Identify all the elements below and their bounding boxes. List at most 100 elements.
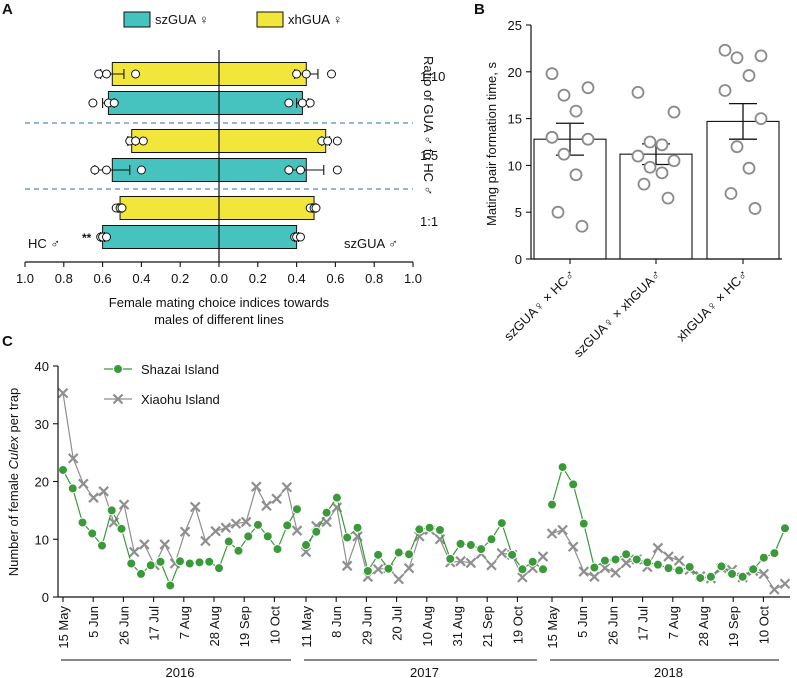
y-axis-title-c-part2: Culex	[6, 436, 21, 470]
y-tick-label-c-0: 0	[42, 590, 49, 605]
x-tick-label-c-2-1: 5 Jun	[575, 606, 590, 638]
x-tick-label-a-10: 1.0	[404, 271, 422, 286]
marker-1-2-7	[620, 557, 632, 569]
marker-0-1-21	[517, 564, 528, 575]
x-tick-label-a-8: 0.6	[326, 271, 344, 286]
marker-0-0-14	[194, 557, 205, 568]
point-right-g2-b1-2	[295, 232, 305, 242]
category-label-b-0: szGUA♀ × HC♂	[501, 267, 578, 344]
year-label-0: 2016	[166, 665, 195, 678]
marker-0-0-5	[106, 505, 117, 516]
x-tick-label-c-1-3: 20 Jul	[390, 606, 405, 641]
marker-1-0-3	[88, 492, 99, 503]
chart-b: Mating pair formation time, s 0 5 10 15 20 25…	[484, 18, 782, 360]
marker-0-1-17	[476, 544, 487, 555]
x-axis-title-a-line1: Female mating choice indices towards	[109, 295, 330, 310]
marker-0-0-6	[116, 523, 127, 534]
marker-1-0-12	[179, 526, 191, 538]
y-tick-label-b-2: 10	[508, 158, 522, 173]
marker-1-0-16	[220, 522, 232, 533]
point-right-g1-b1-1	[295, 165, 305, 175]
marker-0-1-6	[362, 566, 373, 577]
marker-0-2-6	[610, 554, 621, 565]
point-right-g0-b0-1	[301, 69, 311, 79]
y-tick-label-c-1: 10	[35, 532, 49, 547]
x-tick-label-c-1-7: 19 Oct	[510, 606, 525, 645]
marker-1-0-1	[67, 453, 79, 464]
marker-0-0-9	[145, 560, 156, 571]
x-tick-label-c-1-5: 31 Aug	[450, 606, 465, 647]
marker-0-0-23	[282, 520, 293, 531]
marker-1-0-7	[128, 546, 140, 558]
marker-1-0-8	[139, 539, 150, 550]
x-tick-label-c-0-7: 10 Oct	[267, 606, 282, 645]
point-b-1-2	[643, 135, 657, 149]
bar-g2-b0	[119, 196, 315, 220]
point-b-0-4	[545, 130, 559, 144]
x-tick-label-c-1-4: 10 Aug	[420, 606, 435, 647]
marker-0-0-10	[155, 556, 166, 567]
point-right-g1-b1-2	[332, 165, 342, 175]
legend-label-shazai: Shazai Island	[141, 362, 219, 377]
point-b-0-1	[581, 81, 595, 95]
marker-0-1-18	[486, 534, 497, 545]
x-tick-label-c-2-7: 10 Oct	[756, 606, 771, 645]
marker-0-2-11	[663, 563, 674, 574]
x-tick-label-c-1-6: 21 Sep	[480, 606, 495, 647]
x-tick-label-c-2-4: 7 Aug	[666, 606, 681, 639]
marker-0-1-10	[404, 549, 415, 560]
point-left-g1-b1-0	[90, 165, 100, 175]
legend-label-xiaohu: Xiaohu Island	[141, 392, 220, 407]
point-left-g1-b0-2	[138, 136, 148, 146]
point-b-0-7	[569, 168, 583, 182]
point-b-2-3	[742, 69, 756, 82]
point-right-g1-b1-0	[284, 165, 294, 175]
x-tick-label-a-7: 0.4	[288, 271, 306, 286]
point-b-2-4	[718, 84, 732, 97]
errorbar-b-2	[729, 102, 757, 140]
x-tick-label-c-0-1: 5 Jun	[86, 606, 101, 638]
point-right-g1-b0-2	[332, 136, 342, 146]
bar-b-0	[533, 138, 607, 260]
point-b-0-8	[551, 205, 565, 219]
x-tick-label-c-2-6: 19 Sep	[726, 606, 741, 647]
x-tick-label-c-0-0: 15 May	[56, 606, 71, 649]
bar-g0-b1	[107, 91, 303, 115]
marker-0-0-4	[97, 540, 107, 551]
marker-1-2-11	[663, 551, 674, 562]
marker-0-0-12	[175, 556, 185, 567]
point-b-2-8	[724, 187, 738, 200]
marker-0-1-13	[434, 525, 445, 536]
point-b-0-6	[557, 147, 571, 161]
y-axis-title-b: Mating pair formation time, s	[484, 62, 499, 227]
marker-0-0-8	[136, 568, 146, 579]
ratio-label-1-5: 1:5	[420, 148, 438, 163]
marker-0-2-13	[684, 561, 695, 572]
marker-0-0-18	[233, 545, 244, 556]
marker-1-2-1	[557, 524, 568, 536]
marker-0-2-9	[642, 557, 653, 568]
ratio-label-1-10: 1:10	[420, 69, 445, 84]
bar-b-1	[619, 153, 693, 260]
series-line-1-1	[305, 505, 544, 580]
y-axis-title-c-part3: per trap	[6, 388, 21, 436]
point-left-g2-b0-2	[117, 203, 127, 213]
chart-c: Number of female Culex per trap Shazai I…	[6, 359, 791, 678]
point-right-g0-b0-2	[327, 69, 337, 79]
marker-1-2-5	[599, 562, 611, 574]
panel-a-label: A	[2, 1, 13, 18]
x-tick-label-a-1: 0.8	[55, 271, 73, 286]
marker-1-0-18	[240, 516, 252, 528]
marker-1-0-20	[261, 500, 272, 512]
marker-1-0-14	[200, 535, 211, 547]
point-b-2-1	[754, 49, 768, 63]
marker-1-1-16	[465, 557, 477, 569]
marker-1-2-3	[578, 566, 590, 577]
y-axis-title-c: Number of female Culex per trap	[6, 388, 21, 577]
marker-0-1-1	[311, 526, 322, 537]
marker-1-0-2	[78, 478, 89, 490]
marker-1-2-21	[769, 584, 780, 595]
legend-swatch-xhgua	[256, 11, 284, 28]
marker-1-1-13	[434, 533, 446, 545]
